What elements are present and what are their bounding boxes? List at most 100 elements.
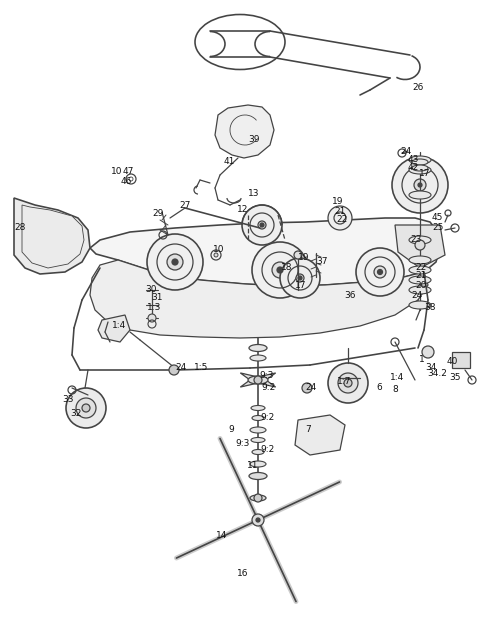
Circle shape: [356, 248, 404, 296]
Circle shape: [214, 253, 218, 257]
Ellipse shape: [409, 256, 431, 264]
Circle shape: [294, 251, 302, 259]
Text: 9:2: 9:2: [260, 445, 274, 455]
Text: 9:3: 9:3: [235, 439, 250, 448]
Text: 16: 16: [237, 569, 248, 579]
Text: 8: 8: [392, 385, 398, 394]
Ellipse shape: [409, 286, 431, 294]
Text: 46: 46: [121, 177, 132, 186]
Circle shape: [328, 363, 368, 403]
Text: 37: 37: [316, 256, 328, 265]
Text: 43: 43: [408, 155, 420, 165]
Circle shape: [338, 373, 358, 393]
Circle shape: [302, 383, 312, 393]
Polygon shape: [240, 373, 276, 387]
Circle shape: [167, 254, 183, 270]
Text: 42: 42: [408, 163, 419, 172]
Circle shape: [256, 518, 260, 522]
Text: 9: 9: [228, 425, 234, 434]
Ellipse shape: [250, 427, 266, 433]
Text: 1: 1: [419, 356, 425, 364]
Text: 30: 30: [145, 284, 156, 293]
Circle shape: [414, 179, 426, 191]
Text: 14: 14: [216, 532, 228, 541]
Ellipse shape: [409, 156, 431, 164]
Ellipse shape: [252, 450, 264, 455]
Text: 23: 23: [410, 235, 422, 244]
Text: 13: 13: [248, 188, 260, 198]
Ellipse shape: [409, 236, 431, 244]
Ellipse shape: [252, 415, 264, 420]
Circle shape: [378, 270, 382, 275]
Ellipse shape: [409, 191, 431, 199]
Text: 1:4: 1:4: [112, 321, 126, 329]
Ellipse shape: [409, 276, 431, 284]
Text: 47: 47: [123, 167, 134, 177]
Polygon shape: [90, 218, 440, 286]
Text: 1:3: 1:3: [147, 303, 162, 312]
Ellipse shape: [250, 461, 266, 467]
Ellipse shape: [249, 473, 267, 480]
Circle shape: [272, 262, 288, 278]
Text: 17: 17: [419, 169, 430, 177]
Text: 26: 26: [412, 83, 424, 92]
Text: 11: 11: [247, 462, 258, 471]
Text: 32: 32: [70, 408, 82, 417]
Text: 36: 36: [344, 291, 356, 300]
Polygon shape: [215, 105, 274, 158]
Ellipse shape: [409, 301, 431, 309]
Ellipse shape: [412, 159, 428, 165]
Text: 19: 19: [332, 197, 344, 205]
Text: 27: 27: [179, 200, 190, 209]
Circle shape: [254, 376, 262, 384]
Circle shape: [260, 223, 264, 227]
Text: 20: 20: [415, 280, 426, 289]
Circle shape: [147, 234, 203, 290]
Polygon shape: [452, 352, 470, 368]
Circle shape: [422, 346, 434, 358]
Text: 34: 34: [425, 363, 436, 371]
Text: 19: 19: [298, 254, 310, 263]
Ellipse shape: [409, 166, 431, 174]
Circle shape: [76, 398, 96, 418]
Circle shape: [374, 266, 386, 278]
Text: 21: 21: [334, 207, 345, 216]
Text: 10: 10: [111, 167, 122, 177]
Text: 24: 24: [175, 363, 186, 371]
Circle shape: [82, 404, 90, 412]
Circle shape: [277, 267, 283, 273]
Text: 39: 39: [248, 135, 260, 144]
Ellipse shape: [250, 495, 266, 501]
Text: 18: 18: [281, 263, 292, 272]
Circle shape: [172, 259, 178, 265]
Circle shape: [296, 274, 304, 282]
Text: 38: 38: [424, 303, 436, 312]
Text: 9:2: 9:2: [261, 382, 275, 392]
Ellipse shape: [412, 165, 428, 171]
Ellipse shape: [409, 266, 431, 274]
Text: 25: 25: [432, 223, 444, 233]
Circle shape: [169, 365, 179, 375]
Polygon shape: [14, 198, 90, 274]
Circle shape: [418, 183, 422, 187]
Ellipse shape: [248, 376, 268, 384]
Circle shape: [66, 388, 106, 428]
Text: 9:2: 9:2: [260, 413, 274, 422]
Ellipse shape: [251, 406, 265, 410]
Polygon shape: [22, 205, 84, 268]
Circle shape: [280, 258, 320, 298]
Text: 45: 45: [432, 214, 444, 223]
Text: 41: 41: [224, 158, 235, 167]
Text: 7: 7: [305, 425, 311, 434]
Polygon shape: [98, 315, 130, 342]
Circle shape: [415, 240, 425, 250]
Circle shape: [392, 157, 448, 213]
Text: 24: 24: [305, 382, 316, 392]
Text: 22: 22: [415, 263, 426, 272]
Polygon shape: [395, 225, 445, 268]
Text: 24: 24: [411, 291, 422, 300]
Circle shape: [344, 379, 352, 387]
Ellipse shape: [251, 438, 265, 443]
Circle shape: [298, 276, 302, 280]
Text: 22: 22: [336, 216, 347, 225]
